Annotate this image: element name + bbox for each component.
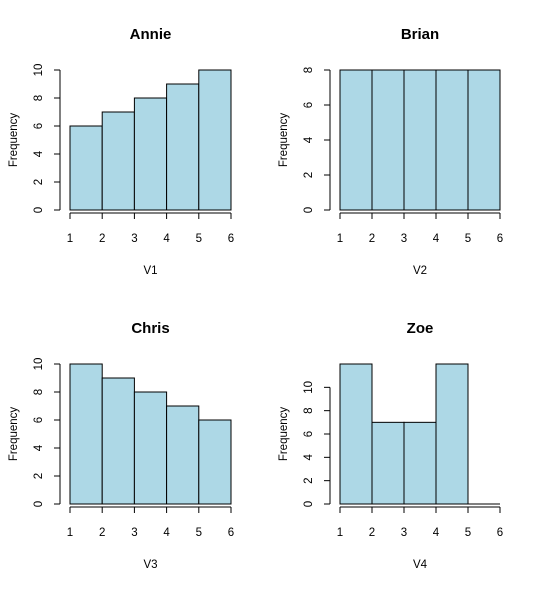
histogram-bar bbox=[403, 69, 437, 211]
x-tick-label: 5 bbox=[465, 233, 471, 245]
x-tick-label: 6 bbox=[497, 233, 503, 245]
panel-title: Brian bbox=[401, 26, 439, 43]
x-tick-label: 3 bbox=[401, 233, 407, 245]
y-tick-label: 4 bbox=[33, 150, 45, 157]
x-tick-label: 3 bbox=[131, 527, 137, 539]
x-axis-label: V1 bbox=[143, 265, 157, 277]
y-axis-label: Frequency bbox=[8, 407, 20, 462]
panel-brian: Brian 1 2 3 4 5 6 0 2 4 6 8 V2 Frequency bbox=[278, 26, 503, 277]
x-tick-label: 6 bbox=[228, 233, 234, 245]
histogram-bar bbox=[166, 83, 200, 211]
histogram-bar bbox=[371, 421, 405, 505]
histogram-bar bbox=[198, 69, 232, 211]
x-axis-label: V3 bbox=[143, 559, 157, 571]
panel-title: Chris bbox=[131, 320, 169, 337]
y-tick-label: 2 bbox=[33, 473, 45, 479]
histogram-bar bbox=[101, 111, 135, 211]
y-tick-label: 2 bbox=[303, 477, 315, 483]
histogram-bar bbox=[467, 69, 501, 211]
histogram-bar bbox=[69, 125, 103, 211]
y-tick-label: 10 bbox=[33, 64, 45, 77]
x-tick-label: 2 bbox=[369, 527, 375, 539]
histogram-bar bbox=[435, 69, 469, 211]
y-axis-label: Frequency bbox=[278, 113, 290, 168]
panel-title: Annie bbox=[130, 26, 172, 43]
y-tick-label: 4 bbox=[33, 444, 45, 451]
y-tick-label: 10 bbox=[303, 381, 315, 394]
histogram-bar bbox=[435, 363, 469, 505]
panel-title: Zoe bbox=[407, 320, 434, 337]
x-tick-label: 5 bbox=[465, 527, 471, 539]
y-tick-label: 0 bbox=[303, 207, 315, 213]
histogram-bar bbox=[339, 363, 373, 505]
x-tick-label: 3 bbox=[401, 527, 407, 539]
x-tick-label: 1 bbox=[67, 233, 73, 245]
x-tick-label: 4 bbox=[163, 233, 170, 245]
y-axis-label: Frequency bbox=[8, 113, 20, 168]
y-tick-label: 8 bbox=[33, 389, 45, 395]
y-tick-label: 8 bbox=[33, 95, 45, 101]
y-tick-label: 8 bbox=[303, 67, 315, 73]
y-axis-label: Frequency bbox=[278, 407, 290, 462]
x-tick-label: 6 bbox=[497, 527, 503, 539]
y-tick-label: 6 bbox=[303, 102, 315, 108]
panel-annie: Annie 1 2 3 4 5 6 0 2 4 6 8 10 V1 Frequency bbox=[8, 26, 234, 277]
y-tick-label: 10 bbox=[33, 358, 45, 371]
histogram-bar bbox=[166, 405, 200, 505]
x-tick-label: 6 bbox=[228, 527, 234, 539]
y-tick-label: 0 bbox=[33, 501, 45, 507]
histogram-bar bbox=[403, 421, 437, 505]
x-tick-label: 4 bbox=[433, 527, 440, 539]
x-tick-label: 5 bbox=[196, 233, 202, 245]
histogram-bar bbox=[133, 97, 168, 211]
x-tick-label: 1 bbox=[337, 233, 343, 245]
x-tick-label: 1 bbox=[67, 527, 73, 539]
x-axis-label: V2 bbox=[413, 265, 427, 277]
y-tick-label: 4 bbox=[303, 136, 315, 143]
x-axis-label: V4 bbox=[413, 559, 428, 571]
y-tick-label: 2 bbox=[33, 179, 45, 185]
histogram-bar bbox=[371, 69, 405, 211]
histogram-bar bbox=[69, 363, 103, 505]
histogram-bar bbox=[101, 377, 135, 505]
y-tick-label: 4 bbox=[303, 454, 315, 461]
x-tick-label: 2 bbox=[99, 233, 105, 245]
histogram-bar bbox=[339, 69, 373, 211]
y-tick-label: 6 bbox=[33, 417, 45, 423]
histogram-bar bbox=[133, 391, 168, 505]
x-tick-label: 2 bbox=[369, 233, 375, 245]
x-tick-label: 2 bbox=[99, 527, 105, 539]
x-tick-label: 3 bbox=[131, 233, 137, 245]
y-tick-label: 2 bbox=[303, 172, 315, 178]
y-tick-label: 0 bbox=[33, 207, 45, 213]
x-tick-label: 4 bbox=[433, 233, 440, 245]
histogram-bar bbox=[198, 419, 232, 505]
panel-chris: Chris 1 2 3 4 5 6 0 2 4 6 8 10 V3 Frequency bbox=[8, 320, 234, 571]
x-tick-label: 5 bbox=[196, 527, 202, 539]
panel-zoe: Zoe 1 2 3 4 5 6 0 2 4 6 8 10 V4 Frequency bbox=[278, 320, 503, 571]
y-tick-label: 6 bbox=[33, 123, 45, 129]
y-tick-label: 0 bbox=[303, 501, 315, 507]
y-tick-label: 6 bbox=[303, 431, 315, 437]
y-tick-label: 8 bbox=[303, 407, 315, 413]
x-tick-label: 4 bbox=[163, 527, 170, 539]
x-tick-label: 1 bbox=[337, 527, 343, 539]
